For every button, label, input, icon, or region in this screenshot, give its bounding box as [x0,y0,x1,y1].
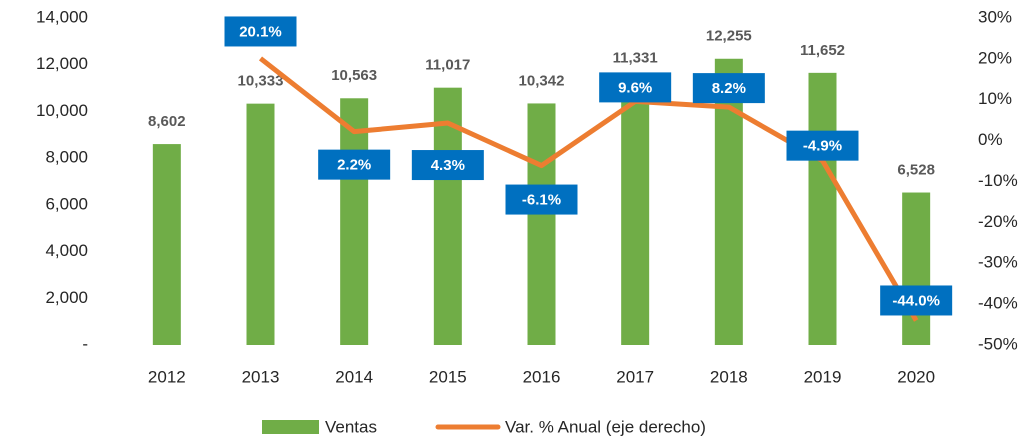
line-label-box [692,73,765,104]
bar-value-label: 6,528 [897,161,935,178]
x-tick-label: 2015 [429,367,467,386]
bar-value-label: 10,342 [519,72,565,89]
legend-label: Var. % Anual (eje derecho) [505,417,706,436]
bar-value-label: 10,333 [238,73,284,90]
line-value-label: -44.0% [892,292,940,309]
bar [808,72,837,345]
y-tick-label: - [82,334,88,353]
x-tick-label: 2013 [242,367,280,386]
line-value-label: 4.3% [431,157,465,174]
bar [340,98,369,345]
y2-tick-label: -40% [978,294,1018,313]
bar-value-label: 11,017 [425,57,470,74]
legend-swatch [262,420,319,434]
y-tick-label: 8,000 [45,148,88,167]
y-tick-label: 4,000 [45,241,88,260]
x-tick-label: 2017 [616,367,654,386]
y-tick-label: 10,000 [36,101,88,120]
bar-value-label: 11,331 [613,49,658,66]
line-value-label: 8.2% [712,80,746,97]
y2-tick-label: 0% [978,130,1003,149]
y2-tick-label: 30% [978,7,1012,26]
x-tick-label: 2019 [804,367,842,386]
y2-tick-label: -30% [978,253,1018,272]
y2-tick-label: 20% [978,48,1012,67]
line-label-box [786,130,859,161]
line-label-box [880,285,953,316]
bar-value-label: 8,602 [148,113,186,130]
x-tick-label: 2012 [148,367,186,386]
y2-tick-label: 10% [978,89,1012,108]
bar-value-label: 10,563 [331,67,377,84]
bar [621,80,650,346]
x-tick-label: 2014 [335,367,373,386]
bar [433,87,462,346]
line-label-box [505,184,578,215]
line-label-box [599,72,672,103]
line-label-box [411,150,484,181]
line-label-box [224,16,297,47]
bar [152,144,181,345]
y-tick-label: 2,000 [45,288,88,307]
y-tick-label: 6,000 [45,194,88,213]
y-tick-label: 14,000 [36,7,88,26]
bar-value-label: 11,652 [800,42,845,59]
x-tick-label: 2018 [710,367,748,386]
line-value-label: 2.2% [337,157,371,174]
line-value-label: -4.9% [803,138,842,155]
legend-label: Ventas [325,417,377,436]
y-tick-label: 12,000 [36,54,88,73]
bar-value-label: 12,255 [706,28,752,45]
line-label-box [318,149,391,180]
line-value-label: -6.1% [522,192,561,209]
x-tick-label: 2020 [897,367,935,386]
y2-tick-label: -50% [978,334,1018,353]
line-value-label: 9.6% [618,79,652,96]
x-tick-label: 2016 [523,367,561,386]
y2-tick-label: -20% [978,212,1018,231]
line-value-label: 20.1% [239,23,282,40]
bar [902,192,931,345]
bar [527,103,556,345]
y2-tick-label: -10% [978,171,1018,190]
bar [246,103,275,346]
